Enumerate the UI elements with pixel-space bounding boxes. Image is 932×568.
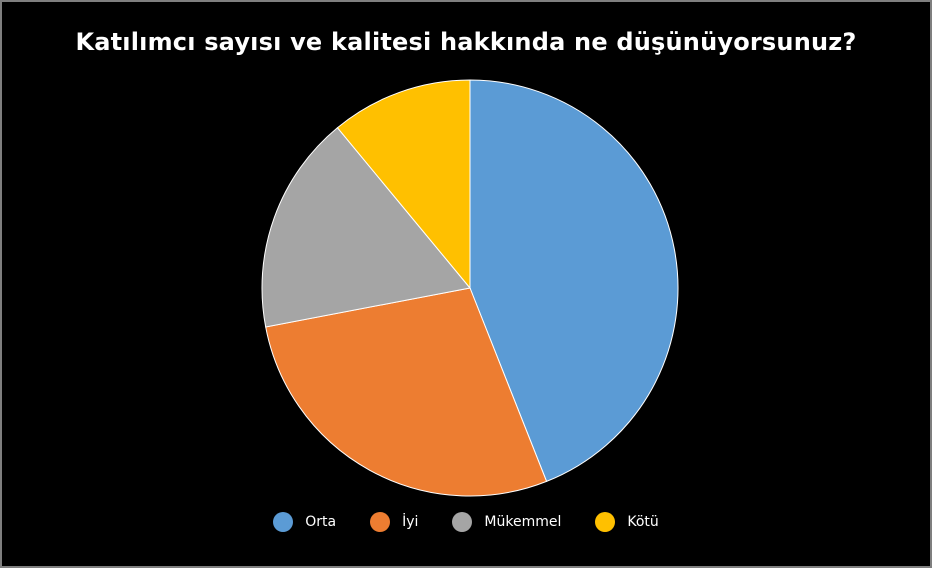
legend-label: Orta <box>305 514 337 530</box>
legend-swatch <box>595 512 616 532</box>
pie-slice-2 <box>265 287 548 497</box>
legend-item: Kötü <box>595 512 659 532</box>
legend-swatch <box>370 512 391 532</box>
chart-legend: Orta İyi Mükemmel Kötü <box>2 512 930 532</box>
legend-swatch <box>452 512 473 532</box>
legend-item: Mükemmel <box>452 512 561 532</box>
chart-title: Katılımcı sayısı ve kalitesi hakkında ne… <box>75 28 857 56</box>
pie-slice-4 <box>336 79 471 290</box>
legend-label: Mükemmel <box>484 514 562 530</box>
legend-swatch <box>273 512 294 532</box>
legend-label: Kötü <box>627 514 659 530</box>
legend-label: İyi <box>402 514 419 530</box>
legend-item: Orta <box>273 512 336 532</box>
legend-item: İyi <box>370 512 418 532</box>
pie-slice-1 <box>469 79 679 483</box>
pie-slice-3 <box>261 127 471 328</box>
